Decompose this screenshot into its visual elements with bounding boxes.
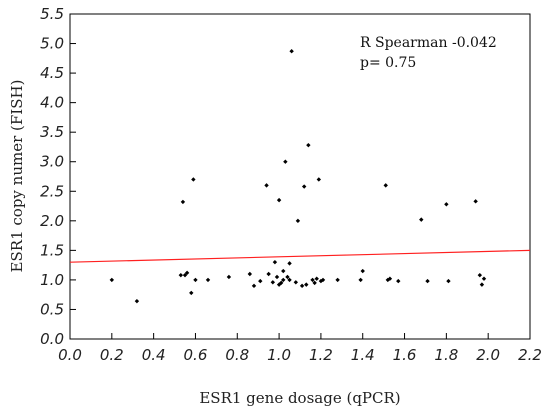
y-tick-label: 5.0 bbox=[40, 35, 64, 53]
data-point bbox=[320, 277, 326, 283]
data-point bbox=[419, 217, 424, 222]
annotation-p-value: p= 0.75 bbox=[360, 55, 416, 71]
data-point bbox=[266, 271, 271, 277]
data-point bbox=[306, 142, 311, 148]
data-point bbox=[109, 277, 115, 283]
x-tick-label: 2.0 bbox=[476, 346, 500, 364]
ticks-group bbox=[69, 13, 531, 340]
data-point bbox=[295, 218, 301, 224]
y-tick-label: 1.0 bbox=[40, 271, 64, 289]
data-point bbox=[314, 276, 319, 281]
y-tick-label: 5.5 bbox=[40, 5, 64, 23]
data-point bbox=[226, 274, 232, 280]
x-tick-label: 0.2 bbox=[100, 346, 124, 364]
y-axis-title: ESR1 copy numer (FISH) bbox=[8, 80, 26, 273]
data-point bbox=[360, 268, 365, 274]
x-tick-label: 2.2 bbox=[518, 346, 542, 364]
data-point bbox=[276, 197, 282, 203]
x-tick-label: 0.4 bbox=[142, 346, 166, 364]
data-point bbox=[383, 183, 388, 188]
y-tick-label: 3.0 bbox=[40, 153, 64, 171]
data-point bbox=[293, 280, 299, 285]
x-tick-label: 0.0 bbox=[58, 346, 82, 364]
data-point bbox=[316, 177, 322, 182]
data-point bbox=[304, 282, 309, 287]
tick-labels-group: 0.0 0.2 0.4 0.6 0.8 1.0 1.2 1.4 1.6 1.8 2.0 2.2 0.0 0… bbox=[40, 5, 542, 364]
x-tick-label: 0.6 bbox=[184, 346, 208, 364]
x-tick-label: 1.0 bbox=[267, 346, 291, 364]
data-point bbox=[278, 280, 284, 286]
data-point bbox=[446, 278, 451, 284]
y-tick-label: 1.5 bbox=[40, 241, 64, 259]
data-point bbox=[247, 271, 253, 277]
data-point bbox=[184, 270, 190, 276]
data-point bbox=[264, 183, 269, 188]
data-point bbox=[310, 277, 315, 283]
y-tick-label: 2.0 bbox=[40, 212, 64, 230]
data-point bbox=[473, 199, 478, 204]
data-point bbox=[134, 298, 140, 304]
data-point bbox=[301, 184, 307, 189]
data-point bbox=[285, 274, 290, 280]
x-tick-label: 0.8 bbox=[225, 346, 249, 364]
x-tick-label: 1.8 bbox=[434, 346, 458, 364]
data-point bbox=[283, 159, 288, 164]
data-point bbox=[387, 276, 393, 281]
data-point bbox=[189, 290, 194, 296]
y-tick-label: 4.0 bbox=[40, 94, 64, 112]
data-point bbox=[182, 272, 188, 278]
data-point bbox=[289, 49, 294, 54]
data-point bbox=[287, 277, 292, 283]
data-point bbox=[178, 272, 184, 278]
data-point bbox=[193, 277, 198, 283]
data-point bbox=[251, 283, 257, 289]
data-point bbox=[396, 278, 401, 284]
data-point bbox=[281, 268, 286, 274]
data-point bbox=[258, 278, 263, 284]
plot-frame bbox=[69, 13, 531, 340]
data-point bbox=[205, 277, 211, 283]
y-tick-label: 3.5 bbox=[40, 123, 64, 141]
data-point bbox=[274, 274, 280, 280]
data-point bbox=[479, 282, 485, 287]
data-point bbox=[358, 277, 363, 283]
annotation-r-spearman: R Spearman -0.042 bbox=[360, 35, 497, 51]
data-point bbox=[272, 259, 278, 265]
data-point bbox=[477, 272, 483, 278]
regression-line bbox=[69, 249, 531, 263]
data-point bbox=[180, 199, 186, 205]
data-point bbox=[281, 277, 286, 283]
data-point bbox=[425, 278, 430, 284]
y-tick-label: 4.5 bbox=[40, 64, 64, 82]
data-point bbox=[335, 277, 340, 283]
data-point bbox=[481, 276, 487, 281]
data-point bbox=[287, 261, 292, 266]
y-tick-label: 2.5 bbox=[40, 182, 64, 200]
x-tick-label: 1.6 bbox=[393, 346, 417, 364]
data-point bbox=[444, 202, 449, 207]
data-point bbox=[312, 280, 317, 286]
data-point bbox=[299, 283, 305, 289]
x-axis-title: ESR1 gene dosage (qPCR) bbox=[199, 389, 400, 407]
y-tick-label: 0.0 bbox=[40, 330, 64, 348]
data-point bbox=[270, 280, 276, 285]
y-tick-label: 0.5 bbox=[40, 300, 64, 318]
points-group bbox=[109, 49, 487, 304]
x-tick-label: 1.4 bbox=[351, 346, 375, 364]
x-tick-label: 1.2 bbox=[309, 346, 333, 364]
data-point bbox=[191, 177, 196, 182]
